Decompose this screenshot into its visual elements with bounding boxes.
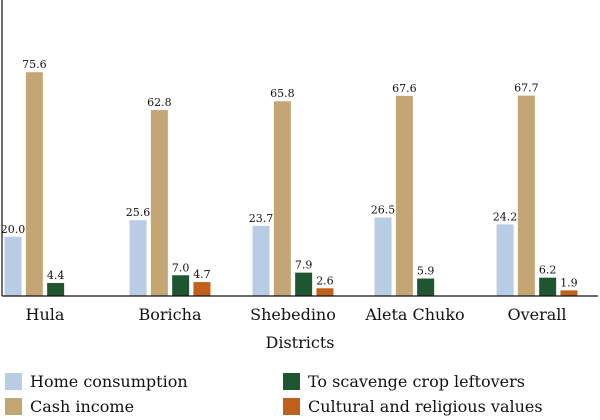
legend-swatch-to-scavenge-crop-leftovers — [283, 373, 300, 390]
x-tick-label-aleta-chuko: Aleta Chuko — [364, 305, 464, 324]
data-label-shebedino-cash-income: 65.8 — [270, 87, 295, 100]
data-label-shebedino-to-scavenge-crop-leftovers: 7.9 — [295, 259, 313, 272]
bar-shebedino-to-scavenge-crop-leftovers — [295, 272, 313, 296]
data-label-aleta-chuko-to-scavenge-crop-leftovers: 5.9 — [417, 265, 435, 278]
bar-aleta-chuko-cash-income — [395, 95, 413, 297]
bar-aleta-chuko-to-scavenge-crop-leftovers — [417, 278, 435, 296]
data-labels-group: 20.0 75.6 4.4 25.6 62.8 7.04.7 23.7 65.8 7.92.6 2… — [1, 58, 578, 289]
bars-group — [4, 72, 578, 297]
legend-swatch-cash-income — [5, 398, 22, 415]
data-label-aleta-chuko-home-consumption: 26.5 — [371, 204, 396, 217]
data-label-overall-to-scavenge-crop-leftovers: 6.2 — [539, 264, 557, 277]
legend-label-cash-income: Cash income — [30, 397, 134, 416]
data-label-overall-cash-income: 67.7 — [514, 82, 539, 95]
data-label-boricha-home-consumption: 25.6 — [126, 206, 151, 219]
data-label-shebedino-cultural-and-religious-values: 2.6 — [316, 274, 334, 287]
data-label-hula-cash-income: 75.6 — [22, 58, 47, 71]
legend-label-to-scavenge-crop-leftovers: To scavenge crop leftovers — [308, 372, 525, 391]
legend-swatch-cultural-and-religious-values — [283, 398, 300, 415]
x-axis-title: Districts — [266, 333, 335, 352]
data-label-shebedino-home-consumption: 23.7 — [249, 212, 274, 225]
data-label-boricha-cash-income: 62.8 — [147, 96, 172, 109]
legend: Home consumption Cash income To scavenge c… — [5, 372, 543, 416]
x-tick-label-boricha: Boricha — [139, 305, 202, 324]
data-label-overall-home-consumption: 24.2 — [493, 210, 518, 223]
bar-boricha-home-consumption — [129, 220, 147, 296]
data-label-boricha-to-scavenge-crop-leftovers: 7.0 — [172, 261, 190, 274]
bar-hula-home-consumption — [4, 236, 22, 296]
x-tick-label-overall: Overall — [507, 305, 566, 324]
bar-hula-to-scavenge-crop-leftovers — [47, 282, 65, 296]
data-label-hula-home-consumption: 20.0 — [1, 223, 26, 236]
data-label-boricha-cultural-and-religious-values: 4.7 — [193, 268, 211, 281]
x-tick-labels: Hula Boricha Shebedino Aleta Chuko Overall — [26, 305, 567, 324]
bar-boricha-to-scavenge-crop-leftovers — [172, 275, 190, 296]
bar-overall-cash-income — [517, 95, 535, 296]
bar-hula-cash-income — [25, 72, 43, 296]
data-label-aleta-chuko-cash-income: 67.6 — [392, 82, 417, 95]
bar-boricha-cultural-and-religious-values — [193, 282, 211, 296]
data-label-overall-cultural-and-religious-values: 1.9 — [560, 276, 578, 289]
bar-aleta-chuko-home-consumption — [374, 217, 392, 296]
x-tick-label-shebedino: Shebedino — [250, 305, 336, 324]
bar-shebedino-home-consumption — [252, 225, 270, 296]
bar-overall-to-scavenge-crop-leftovers — [539, 277, 557, 296]
legend-label-home-consumption: Home consumption — [30, 372, 188, 391]
x-tick-label-hula: Hula — [26, 305, 65, 324]
bar-shebedino-cash-income — [273, 101, 291, 296]
data-label-hula-to-scavenge-crop-leftovers: 4.4 — [47, 269, 65, 282]
bar-overall-home-consumption — [496, 224, 514, 296]
bar-shebedino-cultural-and-religious-values — [316, 288, 334, 296]
legend-label-cultural-and-religious-values: Cultural and religious values — [308, 397, 543, 416]
bar-boricha-cash-income — [150, 110, 168, 296]
legend-swatch-home-consumption — [5, 373, 22, 390]
bar-overall-cultural-and-religious-values — [560, 290, 578, 296]
